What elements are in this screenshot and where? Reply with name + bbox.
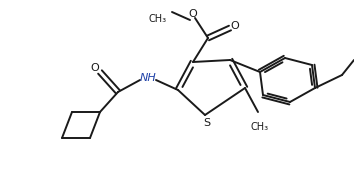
Text: O: O: [91, 63, 99, 73]
Text: S: S: [204, 118, 211, 128]
Text: CH₃: CH₃: [251, 122, 269, 132]
Text: O: O: [230, 21, 239, 31]
Text: O: O: [189, 9, 198, 19]
Text: CH₃: CH₃: [149, 14, 167, 24]
Text: NH: NH: [139, 73, 156, 83]
